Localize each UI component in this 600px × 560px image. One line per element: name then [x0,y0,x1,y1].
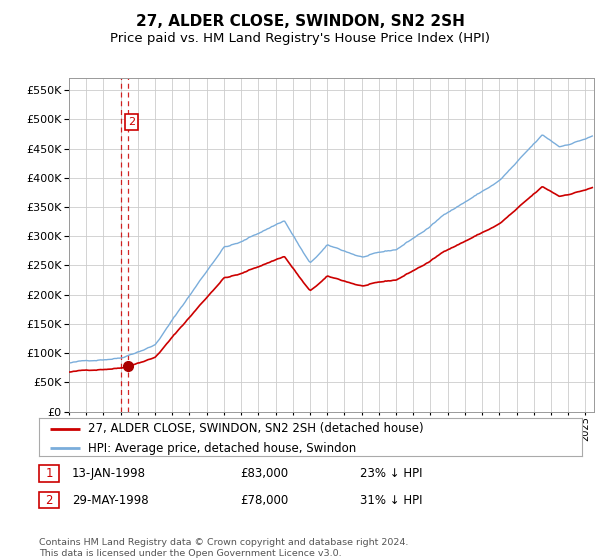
Text: 31% ↓ HPI: 31% ↓ HPI [360,493,422,507]
Text: 27, ALDER CLOSE, SWINDON, SN2 2SH: 27, ALDER CLOSE, SWINDON, SN2 2SH [136,14,464,29]
Text: Price paid vs. HM Land Registry's House Price Index (HPI): Price paid vs. HM Land Registry's House … [110,32,490,45]
Text: 23% ↓ HPI: 23% ↓ HPI [360,467,422,480]
Text: Contains HM Land Registry data © Crown copyright and database right 2024.
This d: Contains HM Land Registry data © Crown c… [39,538,409,558]
Text: 1: 1 [46,467,53,480]
Text: 13-JAN-1998: 13-JAN-1998 [72,467,146,480]
Text: 2: 2 [46,493,53,507]
Text: HPI: Average price, detached house, Swindon: HPI: Average price, detached house, Swin… [88,441,356,455]
Text: 27, ALDER CLOSE, SWINDON, SN2 2SH (detached house): 27, ALDER CLOSE, SWINDON, SN2 2SH (detac… [88,422,424,436]
Text: £83,000: £83,000 [240,467,288,480]
Text: £78,000: £78,000 [240,493,288,507]
Text: 29-MAY-1998: 29-MAY-1998 [72,493,149,507]
Text: 2: 2 [128,117,135,127]
